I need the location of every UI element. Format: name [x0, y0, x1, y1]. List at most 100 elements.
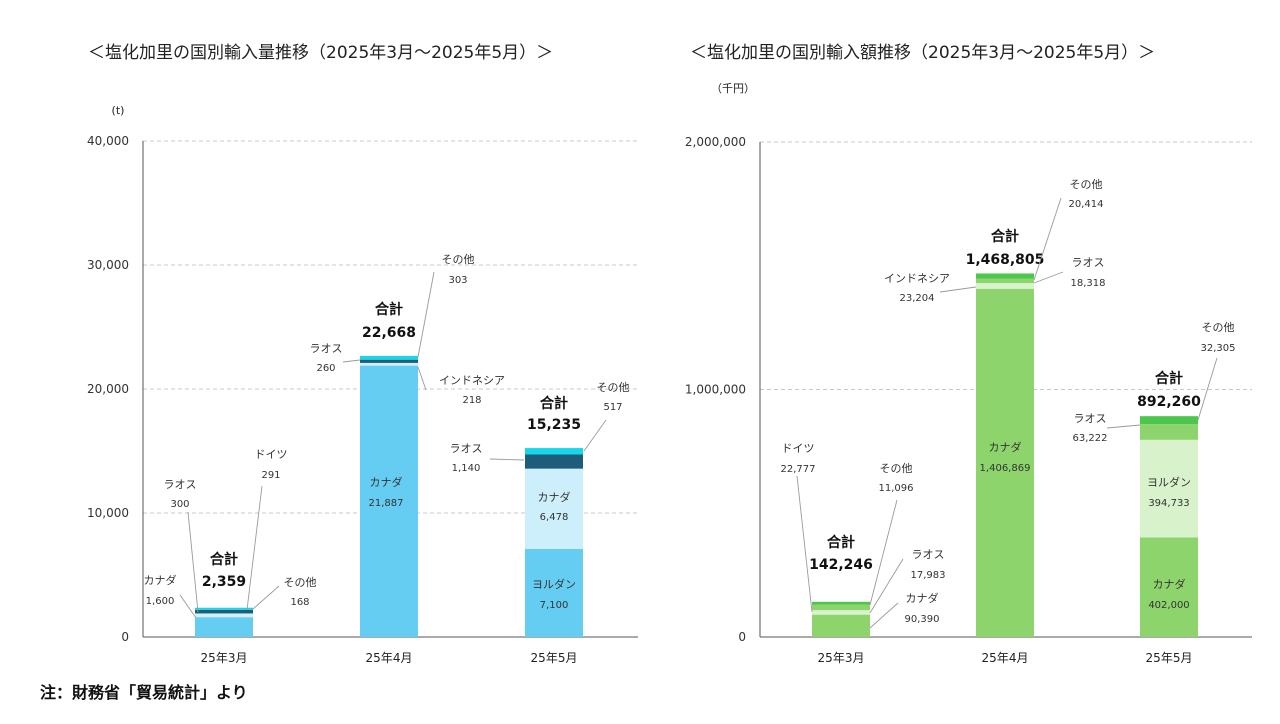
y-tick-label: 10,000 — [87, 506, 129, 520]
total-label: 合計 — [1155, 370, 1183, 387]
segment-label: ドイツ — [782, 442, 815, 455]
data-label: 63,222 — [1073, 433, 1108, 444]
total-value: 2,359 — [202, 574, 246, 590]
segment-label: カナダ — [989, 440, 1022, 454]
leader-line — [869, 558, 904, 614]
bar-segment — [812, 614, 870, 637]
total-label: 合計 — [210, 551, 238, 568]
leader-line — [869, 602, 899, 629]
total-value: 22,668 — [362, 325, 416, 341]
y-unit-label: (t) — [112, 104, 125, 117]
segment-label: その他 — [1070, 178, 1103, 191]
footnote: 注：財務省「貿易統計」より — [40, 683, 248, 702]
segment-label: その他 — [442, 253, 475, 266]
total-value: 892,260 — [1137, 394, 1201, 410]
leader-line — [869, 499, 898, 606]
x-tick-label: 25年5月 — [1146, 651, 1193, 665]
segment-label: ラオス — [310, 342, 343, 355]
leader-line — [583, 419, 607, 452]
segment-label: カナダ — [1153, 577, 1186, 591]
segment-label: その他 — [1202, 321, 1235, 334]
leader-line — [246, 485, 263, 611]
bar-segment — [525, 548, 583, 637]
leader-line — [179, 594, 197, 619]
chart-title: ＜塩化加里の国別輸入額推移（2025年3月～2025年5月）＞ — [690, 43, 1155, 63]
leader-line — [939, 286, 977, 293]
y-tick-label: 0 — [738, 630, 746, 644]
data-label: 11,096 — [879, 483, 914, 494]
data-label: 303 — [448, 275, 467, 286]
leader-line — [417, 271, 435, 358]
segment-label: ヨルダン — [532, 577, 576, 591]
segment-label: ドイツ — [255, 448, 288, 461]
leader-line — [417, 366, 427, 391]
data-label: 7,100 — [540, 600, 569, 611]
y-tick-label: 0 — [121, 630, 129, 644]
leader-line — [796, 475, 813, 613]
y-tick-label: 1,000,000 — [685, 383, 746, 397]
data-label: 1,140 — [452, 463, 481, 474]
y-unit-label: （千円） — [711, 82, 755, 95]
leader-line — [1197, 357, 1218, 421]
segment-label: カナダ — [370, 475, 403, 489]
data-label: 260 — [316, 363, 335, 374]
data-label: 18,318 — [1071, 278, 1106, 289]
y-tick-label: 30,000 — [87, 258, 129, 272]
data-label: 218 — [462, 395, 481, 406]
total-value: 142,246 — [809, 557, 873, 573]
segment-label: ラオス — [912, 548, 945, 561]
data-label: 1,406,869 — [980, 463, 1031, 474]
bar-segment — [1140, 537, 1198, 637]
bar-segment — [360, 359, 418, 363]
segment-label: その他 — [284, 576, 317, 589]
bar-segment — [195, 617, 253, 637]
total-value: 1,468,805 — [966, 252, 1045, 268]
total-label: 合計 — [991, 228, 1019, 245]
leader-line — [252, 585, 280, 610]
data-label: 21,887 — [369, 498, 404, 509]
data-label: 402,000 — [1148, 600, 1189, 611]
segment-label: カナダ — [538, 490, 571, 504]
data-label: 90,390 — [905, 614, 940, 625]
bar-segment — [195, 609, 253, 614]
segment-label: カナダ — [144, 573, 177, 587]
chart-title: ＜塩化加里の国別輸入量推移（2025年3月～2025年5月）＞ — [88, 43, 553, 63]
total-value: 15,235 — [527, 417, 581, 433]
x-tick-label: 25年5月 — [531, 651, 578, 665]
bar-segment — [360, 362, 418, 366]
bar-segment — [976, 273, 1034, 279]
bar-segment — [525, 468, 583, 549]
bar-segment — [812, 601, 870, 605]
y-tick-label: 40,000 — [87, 134, 129, 148]
bar-segment — [976, 283, 1034, 289]
segment-label: その他 — [880, 462, 913, 475]
bar-segment — [1140, 416, 1198, 425]
bar-segment — [976, 288, 1034, 637]
bar-segment — [360, 355, 418, 360]
x-tick-label: 25年4月 — [366, 651, 413, 665]
segment-label: カナダ — [906, 591, 939, 605]
bar-segment — [525, 448, 583, 455]
total-label: 合計 — [540, 395, 568, 412]
bar-segment — [525, 454, 583, 469]
data-label: 300 — [170, 499, 189, 510]
x-tick-label: 25年3月 — [201, 651, 248, 665]
segment-label: その他 — [597, 381, 630, 394]
data-label: 168 — [290, 597, 309, 608]
segment-label: インドネシア — [439, 374, 505, 387]
data-label: 23,204 — [900, 293, 935, 304]
segment-label: ラオス — [450, 442, 483, 455]
bar-segment — [1140, 424, 1198, 440]
data-label: 20,414 — [1069, 199, 1104, 210]
leader-line — [342, 359, 361, 363]
y-tick-label: 2,000,000 — [685, 135, 746, 149]
y-tick-label: 20,000 — [87, 382, 129, 396]
data-label: 394,733 — [1148, 498, 1189, 509]
total-label: 合計 — [375, 301, 403, 318]
bar-segment — [812, 604, 870, 611]
bar-segment — [812, 610, 870, 615]
leader-line — [1106, 424, 1141, 429]
bar-segment — [360, 365, 418, 637]
